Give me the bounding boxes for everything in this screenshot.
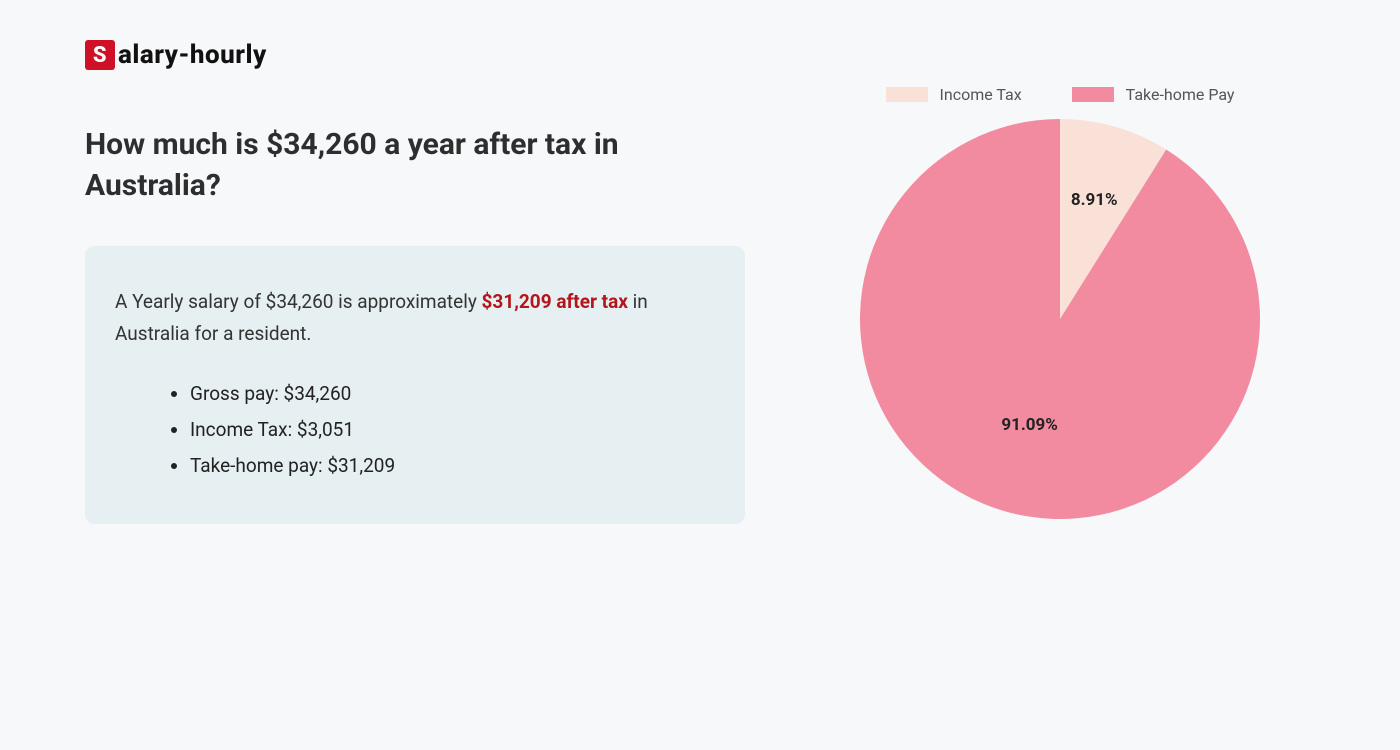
- summary-box: A Yearly salary of $34,260 is approximat…: [85, 246, 745, 524]
- legend-swatch: [1072, 87, 1114, 102]
- logo-text: alary-hourly: [118, 40, 267, 70]
- legend-item-income-tax: Income Tax: [886, 85, 1022, 104]
- pie-slice: [860, 119, 1260, 519]
- list-item: Take-home pay: $31,209: [190, 448, 715, 484]
- pie-slice-label: 91.09%: [1001, 415, 1058, 435]
- legend-label: Take-home Pay: [1126, 85, 1235, 104]
- list-item: Income Tax: $3,051: [190, 412, 715, 448]
- pie-slice-label: 8.91%: [1071, 190, 1118, 210]
- summary-text: A Yearly salary of $34,260 is approximat…: [115, 286, 715, 351]
- page-title: How much is $34,260 a year after tax in …: [85, 125, 745, 206]
- site-logo: Salary-hourly: [85, 40, 1315, 70]
- logo-badge: S: [85, 40, 115, 70]
- pie-svg: [860, 119, 1260, 519]
- pie-chart: 8.91% 91.09%: [860, 119, 1260, 519]
- list-item: Gross pay: $34,260: [190, 376, 715, 412]
- legend-swatch: [886, 87, 928, 102]
- legend-label: Income Tax: [940, 85, 1022, 104]
- legend-item-take-home: Take-home Pay: [1072, 85, 1235, 104]
- chart-legend: Income Tax Take-home Pay: [886, 85, 1235, 104]
- bullet-list: Gross pay: $34,260 Income Tax: $3,051 Ta…: [115, 376, 715, 484]
- summary-highlight: $31,209 after tax: [482, 290, 628, 313]
- summary-prefix: A Yearly salary of $34,260 is approximat…: [115, 290, 482, 313]
